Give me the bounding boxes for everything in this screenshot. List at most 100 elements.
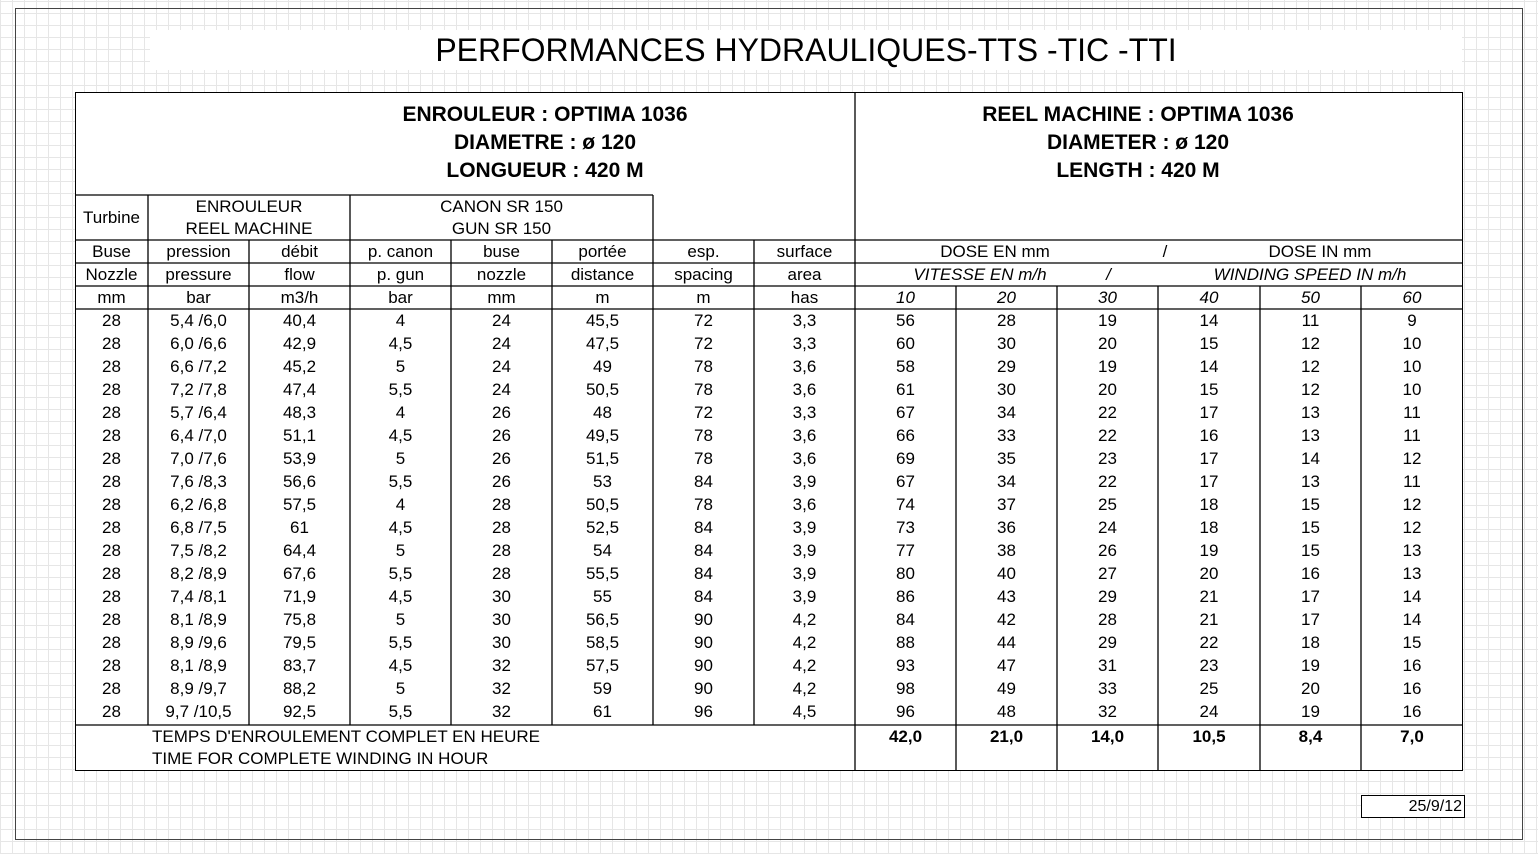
table-cell: 47,4 [282, 379, 317, 399]
column-header: débit [281, 241, 318, 261]
table-cell: 26 [1098, 540, 1117, 560]
table-cell: 5 [395, 448, 406, 468]
table-cell: 28 [102, 310, 121, 330]
group-gun: CANON SR 150 [440, 197, 563, 216]
table-cell: 4,5 [792, 701, 817, 721]
speed: 10 [896, 287, 915, 307]
table-cell: 4,5 [388, 425, 413, 445]
table-cell: 22 [1098, 471, 1117, 491]
table-cell: 67 [896, 402, 915, 422]
table-cell: 8,2 /8,9 [170, 563, 227, 583]
table-cell: 24 [492, 379, 511, 399]
table-cell: 83,7 [282, 655, 317, 675]
table-cell: 5,5 [388, 563, 413, 583]
table-cell: 48 [593, 402, 612, 422]
table-cell: 28 [102, 517, 121, 537]
table-cell: 5,5 [388, 701, 413, 721]
column-header: p. gun [376, 264, 425, 284]
column-header: Buse [92, 241, 131, 261]
table-cell: 28 [102, 471, 121, 491]
table-cell: 71,9 [282, 586, 317, 606]
table-cell: 17 [1301, 609, 1320, 629]
table-cell: 61 [290, 517, 309, 537]
group-reel: ENROULEUR [195, 197, 303, 216]
table-cell: 24 [492, 356, 511, 376]
table-cell: 12 [1301, 333, 1320, 353]
table-cell: 78 [694, 494, 713, 514]
table-cell: 34 [997, 402, 1016, 422]
table-box [75, 92, 1463, 771]
table-cell: 61 [896, 379, 915, 399]
table-cell: 30 [492, 609, 511, 629]
column-header: nozzle [476, 264, 527, 284]
footer-label: TIME FOR COMPLETE WINDING IN HOUR [152, 749, 489, 768]
speed-header: VITESSE EN m/h [913, 264, 1047, 284]
table-cell: 84 [694, 517, 713, 537]
table-cell: 11 [1403, 402, 1421, 422]
table-cell: 3,6 [792, 494, 817, 514]
table-cell: 3,9 [792, 586, 817, 606]
table-cell: 18 [1301, 632, 1320, 652]
column-header: esp. [687, 241, 720, 261]
table-cell: 84 [896, 609, 915, 629]
table-cell: 45,2 [282, 356, 317, 376]
table-cell: 84 [694, 540, 713, 560]
table-cell: 56,6 [282, 471, 317, 491]
table-cell: 28 [102, 425, 121, 445]
table-cell: 16 [1199, 425, 1219, 445]
table-cell: 53,9 [282, 448, 317, 468]
table-cell: 74 [896, 494, 915, 514]
table-cell: 3,9 [792, 540, 817, 560]
table-cell: 58 [896, 356, 915, 376]
table-cell: 13 [1301, 425, 1320, 445]
winding-time: 8,4 [1298, 727, 1323, 746]
table-cell: 4,5 [388, 333, 413, 353]
table-cell: 3,6 [792, 448, 817, 468]
table-cell: 12 [1301, 379, 1320, 399]
table-cell: 30 [997, 379, 1016, 399]
unit: bar [186, 287, 211, 307]
dose-header: / [1162, 241, 1168, 261]
table-cell: 56,5 [585, 609, 620, 629]
table-cell: 35 [997, 448, 1016, 468]
column-header: area [787, 264, 822, 284]
table-cell: 78 [694, 379, 713, 399]
dose-header: DOSE EN mm [940, 241, 1050, 261]
table-cell: 24 [1199, 701, 1219, 721]
header-fr: LONGUEUR : 420 M [446, 159, 644, 182]
table-cell: 14 [1301, 448, 1320, 468]
table-cell: 15 [1301, 494, 1320, 514]
table-cell: 28 [102, 563, 121, 583]
speed: 30 [1098, 287, 1117, 307]
table-cell: 78 [694, 356, 713, 376]
table-cell: 28 [492, 494, 511, 514]
table-cell: 28 [102, 402, 121, 422]
table-cell: 17 [1301, 586, 1320, 606]
table-cell: 10 [1402, 333, 1422, 353]
unit: has [790, 287, 819, 307]
table-cell: 12 [1402, 448, 1422, 468]
winding-time: 7,0 [1400, 727, 1424, 746]
unit: m [595, 287, 610, 307]
table-cell: 3,3 [792, 310, 817, 330]
table-cell: 4,2 [792, 632, 817, 652]
table-cell: 53 [593, 471, 612, 491]
table-cell: 15 [1301, 540, 1320, 560]
table-cell: 29 [997, 356, 1016, 376]
table-cell: 86 [896, 586, 915, 606]
table-cell: 7,4 /8,1 [170, 586, 227, 606]
table-cell: 49,5 [585, 425, 620, 445]
table-cell: 10 [1402, 356, 1422, 376]
table-cell: 3,3 [792, 402, 817, 422]
column-header: spacing [674, 264, 733, 284]
table-cell: 72 [694, 333, 713, 353]
table-cell: 28 [102, 609, 121, 629]
table-cell: 5 [395, 540, 406, 560]
table-cell: 72 [694, 402, 713, 422]
table-cell: 12 [1402, 517, 1422, 537]
table-cell: 26 [492, 402, 511, 422]
table-cell: 7,6 /8,3 [170, 471, 227, 491]
table-cell: 17 [1199, 448, 1219, 468]
table-cell: 6,0 /6,6 [170, 333, 227, 353]
